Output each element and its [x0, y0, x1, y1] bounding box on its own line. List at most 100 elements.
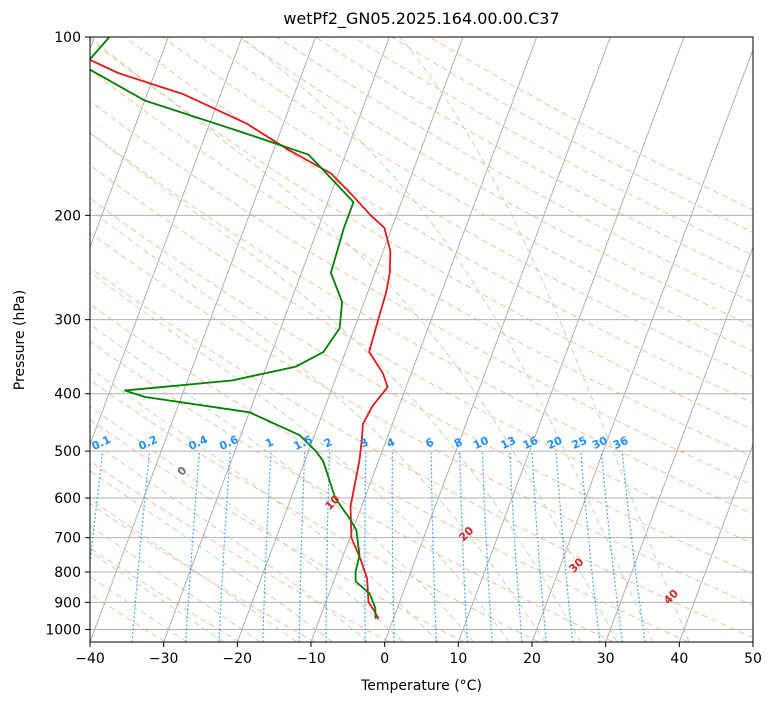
- isotherm: [90, 37, 243, 446]
- mixing-ratio-label: 3: [358, 435, 370, 450]
- x-tick-label: −40: [75, 651, 105, 667]
- isotherm: [310, 37, 538, 642]
- dry-adiabat: [314, 37, 753, 279]
- dewpoint-profile: [90, 37, 377, 619]
- x-tick-label: 10: [449, 651, 467, 667]
- dry-adiabat: [0, 37, 16, 642]
- mixing-ratio-line: [459, 451, 469, 642]
- moist-adiabat: [90, 525, 261, 642]
- moist-adiabat: [399, 37, 690, 642]
- dry-adiabat: [276, 37, 753, 303]
- isotherm: [752, 640, 753, 642]
- isotherm: [236, 37, 464, 642]
- mixing-ratio-line: [580, 451, 601, 642]
- mixing-ratio-label: 25: [570, 434, 589, 452]
- isotherm: [90, 37, 96, 51]
- dry-adiabat: [90, 593, 166, 642]
- mixing-ratio-line: [555, 451, 574, 642]
- isotherm: [678, 443, 753, 642]
- dry-adiabat: [200, 37, 753, 352]
- y-tick-label: 900: [54, 595, 81, 611]
- dry-adiabat: [90, 197, 753, 575]
- x-tick-label: 20: [523, 651, 541, 667]
- mixing-ratio-label: 16: [521, 434, 541, 452]
- moist-adiabat-label: 10: [323, 492, 343, 512]
- mixing-ratio-label: 10: [471, 434, 491, 452]
- moist-adiabat: [90, 405, 404, 642]
- mixing-ratio-line: [621, 451, 646, 642]
- mixing-ratio-label: 30: [590, 434, 610, 452]
- mixing-ratio-line: [509, 451, 523, 642]
- y-tick-label: 800: [54, 565, 81, 581]
- axes: −40 −30 −20 −10 0 10 20 30 40 5010009008007006005…: [45, 30, 762, 667]
- moist-adiabat-label: 0: [175, 464, 190, 479]
- x-tick-label: 40: [670, 651, 688, 667]
- mixing-ratio-line: [430, 451, 437, 642]
- mixing-ratio-label: 0.4: [187, 433, 210, 453]
- mixing-ratio-label: 6: [424, 435, 437, 450]
- y-tick-label: 100: [54, 30, 81, 46]
- sounding-profiles: [90, 37, 392, 620]
- mixing-ratio-label: 4: [385, 435, 398, 450]
- mixing-ratio-label: 2: [322, 435, 334, 450]
- dry-adiabat: [90, 379, 540, 642]
- mixing-ratio-label: 36: [611, 434, 631, 452]
- y-tick-label: 300: [54, 313, 81, 329]
- isotherm: [457, 37, 685, 642]
- dry-adiabat: [391, 37, 753, 233]
- mixing-ratio-label: 13: [499, 434, 518, 452]
- dry-adiabat: [90, 100, 753, 486]
- mixing-ratio-line: [364, 451, 367, 642]
- dry-adiabat: [90, 267, 753, 639]
- y-tick-label: 600: [54, 491, 81, 507]
- dry-adiabat: [90, 547, 241, 642]
- mixing-ratio-line: [131, 451, 151, 642]
- moist-adiabat: [90, 323, 475, 642]
- x-axis-label: Temperature (°C): [361, 678, 482, 694]
- dry-adiabat: [90, 303, 689, 642]
- x-tick-label: 30: [597, 651, 615, 667]
- isotherm: [163, 37, 390, 642]
- y-tick-label: 400: [54, 387, 81, 403]
- moist-adiabat: [240, 37, 654, 642]
- isotherm: [605, 245, 753, 642]
- x-tick-label: −30: [149, 651, 179, 667]
- chart-title: wetPf2_GN05.2025.164.00.00.C37: [283, 9, 560, 28]
- mixing-ratio-label: 20: [545, 434, 565, 452]
- dry-adiabat: [90, 419, 465, 642]
- moist-adiabat: [90, 37, 618, 642]
- dry-adiabat: [353, 37, 753, 256]
- y-tick-label: 500: [54, 444, 81, 460]
- moist-adiabat: [90, 439, 369, 642]
- dry-adiabat: [90, 164, 753, 545]
- plot-frame: [89, 36, 754, 643]
- dry-adiabat: [90, 232, 753, 606]
- mixing-ratio-line: [600, 451, 623, 642]
- moist-adiabat: [90, 498, 297, 642]
- y-tick-label: 700: [54, 531, 81, 547]
- isotherm: [384, 37, 611, 642]
- moist-adiabat: [90, 470, 333, 642]
- dry-adiabat: [90, 460, 390, 642]
- dry-adiabat: [90, 39, 753, 431]
- mixing-ratio-label: 1: [263, 435, 275, 450]
- background-lines: [0, 37, 753, 642]
- x-tick-label: −20: [223, 651, 253, 667]
- mixing-ratio-line: [391, 451, 395, 642]
- isotherm: [0, 37, 21, 642]
- dry-adiabat: [90, 341, 614, 642]
- dry-adiabat: [124, 37, 753, 404]
- moist-adiabat: [90, 132, 582, 642]
- dry-adiabat: [238, 37, 753, 328]
- dry-adiabat-label: -10: [0, 407, 1, 430]
- mixing-ratio-label: 0.2: [137, 433, 160, 453]
- temperature-profile: [90, 58, 392, 620]
- moist-adiabat: [90, 271, 510, 642]
- isotherm: [90, 37, 317, 642]
- mixing-ratio-line: [531, 451, 547, 642]
- y-tick-label: 200: [54, 208, 81, 224]
- dry-adiabat: [90, 503, 315, 642]
- mixing-ratio-label: 1.5: [292, 433, 315, 453]
- dry-adiabat: [90, 641, 91, 642]
